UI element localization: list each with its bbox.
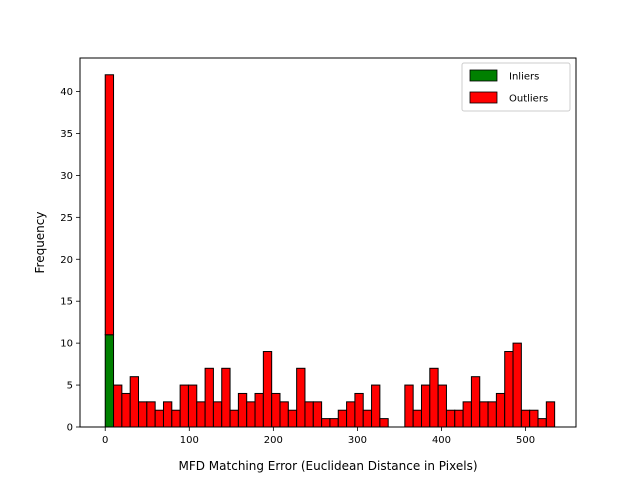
- x-axis-ticks: 0 100 200 300 400 500: [102, 427, 535, 446]
- bar-outliers-25: [312, 401, 323, 428]
- bar-outliers-1: [113, 384, 123, 428]
- bar-outliers-43: [462, 401, 472, 428]
- y-tick-label-2: 10: [60, 339, 73, 350]
- y-tick-label-6: 30: [60, 171, 73, 182]
- legend-swatch-inliers: [469, 69, 498, 82]
- x-tick-label-1: 100: [180, 435, 199, 446]
- bar-outliers-46: [487, 401, 497, 428]
- bar-outliers-49: [512, 342, 522, 428]
- bar-outliers-10: [187, 384, 198, 428]
- bar-outliers-2: [121, 392, 131, 428]
- x-axis-label: MFD Matching Error (Euclidean Distance i…: [179, 459, 478, 473]
- bar-outliers-30: [354, 392, 364, 428]
- bar-outliers-33: [379, 418, 389, 428]
- bar-outliers-27: [329, 418, 339, 428]
- bar-outliers-23: [296, 367, 306, 428]
- bar-outliers-48: [504, 351, 514, 428]
- bar-outliers-13: [212, 401, 223, 428]
- bar-outliers-14: [221, 367, 231, 428]
- bar-outliers-24: [304, 401, 314, 428]
- bar-outliers-28: [337, 409, 348, 428]
- bar-outliers-52: [537, 418, 547, 428]
- bars-group: [104, 74, 556, 428]
- y-axis-label: Frequency: [33, 212, 47, 274]
- y-axis-ticks: 0 5 10 15 20 25 30 35 40: [60, 87, 80, 434]
- y-tick-label-3: 15: [60, 297, 73, 308]
- y-tick-label-4: 20: [60, 255, 73, 266]
- bar-outliers-47: [495, 392, 506, 428]
- bar-outliers-26: [321, 418, 331, 428]
- bar-outliers-40: [437, 384, 447, 428]
- bar-outliers-29: [346, 401, 356, 428]
- legend: Inliers Outliers: [461, 62, 571, 112]
- bar-outliers-20: [271, 392, 281, 428]
- x-tick-label-4: 400: [432, 435, 451, 446]
- bar-outliers-44: [470, 376, 481, 428]
- y-tick-label-0: 0: [67, 423, 73, 434]
- bar-outliers-0: [104, 74, 115, 336]
- bar-outliers-16: [237, 392, 248, 428]
- bar-outliers-38: [420, 384, 431, 428]
- bar-outliers-32: [371, 384, 381, 428]
- legend-label-inliers: Inliers: [509, 72, 539, 83]
- bar-outliers-18: [254, 392, 264, 428]
- x-tick-label-0: 0: [102, 435, 108, 446]
- bar-outliers-39: [429, 367, 439, 428]
- bar-inliers-0: [104, 334, 115, 428]
- bar-outliers-6: [154, 409, 164, 428]
- bar-outliers-21: [279, 401, 289, 428]
- bar-outliers-17: [246, 401, 256, 428]
- bar-outliers-36: [404, 384, 414, 428]
- bar-outliers-53: [545, 401, 556, 428]
- bar-outliers-3: [129, 376, 140, 428]
- legend-label-outliers: Outliers: [509, 94, 548, 105]
- bar-outliers-42: [454, 409, 464, 428]
- bar-outliers-7: [162, 401, 173, 428]
- legend-swatch-outliers: [469, 91, 498, 104]
- bar-outliers-22: [287, 409, 298, 428]
- bar-outliers-8: [171, 409, 181, 428]
- y-tick-label-8: 40: [60, 87, 73, 98]
- x-tick-label-5: 500: [516, 435, 535, 446]
- bar-outliers-31: [362, 409, 373, 428]
- bar-outliers-12: [204, 367, 214, 428]
- bar-outliers-45: [479, 401, 489, 428]
- bar-outliers-15: [229, 409, 239, 428]
- bar-outliers-19: [262, 351, 273, 428]
- bar-outliers-9: [179, 384, 189, 428]
- bar-outliers-11: [196, 401, 206, 428]
- bar-outliers-50: [520, 409, 531, 428]
- y-tick-label-1: 5: [67, 381, 73, 392]
- y-tick-label-7: 35: [60, 129, 73, 140]
- bar-outliers-5: [146, 401, 156, 428]
- bar-outliers-41: [445, 409, 456, 428]
- plot-frame: [79, 57, 577, 428]
- y-tick-label-5: 25: [60, 213, 73, 224]
- bar-outliers-4: [138, 401, 148, 428]
- x-tick-label-3: 300: [348, 435, 367, 446]
- bar-outliers-37: [412, 409, 422, 428]
- bar-outliers-51: [529, 409, 539, 428]
- x-tick-label-2: 200: [264, 435, 283, 446]
